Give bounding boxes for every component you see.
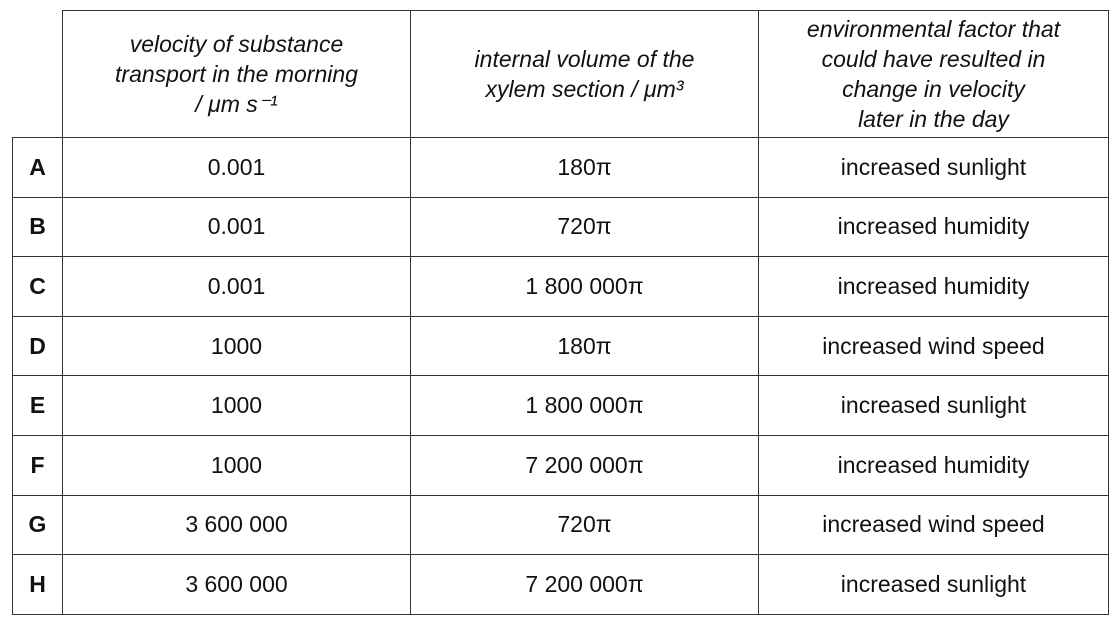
option-label: G bbox=[12, 494, 63, 556]
table-cell: increased humidity bbox=[758, 256, 1109, 317]
column-header: internal volume of the xylem section / μm… bbox=[410, 10, 759, 138]
table-cell: 180π bbox=[410, 315, 759, 377]
header-row: velocity of substance transport in the mo… bbox=[12, 10, 1109, 138]
table-cell: 1 800 000π bbox=[410, 256, 759, 317]
table-cell: 1000 bbox=[62, 315, 411, 377]
table-cell: 7 200 000π bbox=[410, 554, 759, 615]
option-label: C bbox=[12, 256, 63, 317]
option-label: A bbox=[12, 137, 63, 198]
header-line: / μm s⁻¹ bbox=[195, 91, 278, 117]
table-cell: increased wind speed bbox=[758, 494, 1109, 556]
option-label: F bbox=[12, 434, 63, 496]
header-line: environmental factor that bbox=[806, 16, 1061, 42]
table-cell: 0.001 bbox=[62, 137, 411, 198]
table-cell: increased sunlight bbox=[758, 554, 1109, 615]
column-header: velocity of substance transport in the mo… bbox=[62, 10, 411, 138]
header-line: transport in the morning bbox=[115, 61, 358, 87]
table-cell: 3 600 000 bbox=[62, 554, 411, 615]
column-header: environmental factor that could have resu… bbox=[758, 10, 1109, 138]
table-cell: increased wind speed bbox=[758, 315, 1109, 377]
table-row: F 1000 7 200 000π increased humidity bbox=[12, 434, 1109, 496]
answer-table: velocity of substance transport in the mo… bbox=[12, 10, 1109, 615]
table-cell: increased sunlight bbox=[758, 137, 1109, 198]
table-body: A 0.001 180π increased sunlight B 0.001 720π in… bbox=[12, 137, 1109, 615]
table-cell: increased humidity bbox=[758, 434, 1109, 496]
table-row: D 1000 180π increased wind speed bbox=[12, 315, 1109, 377]
table-row: C 0.001 1 800 000π increased humidity bbox=[12, 256, 1109, 317]
table-cell: 0.001 bbox=[62, 256, 411, 317]
header-line: later in the day bbox=[858, 106, 1009, 132]
table-cell: 720π bbox=[410, 494, 759, 556]
option-label: D bbox=[12, 315, 63, 377]
header-line: internal volume of the bbox=[474, 46, 695, 72]
table-cell: 1 800 000π bbox=[410, 375, 759, 436]
table-cell: 1000 bbox=[62, 375, 411, 436]
option-label: E bbox=[12, 375, 63, 436]
option-label: H bbox=[12, 554, 63, 615]
table-container: velocity of substance transport in the mo… bbox=[12, 10, 1109, 615]
table-cell: 1000 bbox=[62, 434, 411, 496]
header-line: change in velocity bbox=[842, 76, 1025, 102]
table-cell: increased sunlight bbox=[758, 375, 1109, 436]
header-line: velocity of substance bbox=[129, 31, 344, 57]
option-label: B bbox=[12, 196, 63, 258]
table-cell: 7 200 000π bbox=[410, 434, 759, 496]
table-cell: 0.001 bbox=[62, 196, 411, 258]
table-cell: 720π bbox=[410, 196, 759, 258]
table-row: A 0.001 180π increased sunlight bbox=[12, 137, 1109, 198]
table-cell: 3 600 000 bbox=[62, 494, 411, 556]
header-line: xylem section / μm³ bbox=[485, 76, 684, 102]
header-line: could have resulted in bbox=[821, 46, 1046, 72]
corner-cell bbox=[12, 10, 63, 138]
table-cell: 180π bbox=[410, 137, 759, 198]
table-row: B 0.001 720π increased humidity bbox=[12, 196, 1109, 258]
table-cell: increased humidity bbox=[758, 196, 1109, 258]
table-row: E 1000 1 800 000π increased sunlight bbox=[12, 375, 1109, 436]
